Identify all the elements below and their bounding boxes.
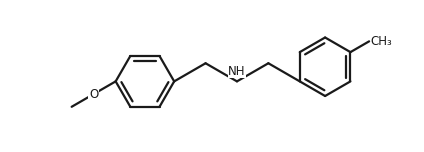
Text: CH₃: CH₃: [371, 35, 392, 48]
Text: O: O: [89, 88, 98, 101]
Text: NH: NH: [228, 65, 246, 78]
